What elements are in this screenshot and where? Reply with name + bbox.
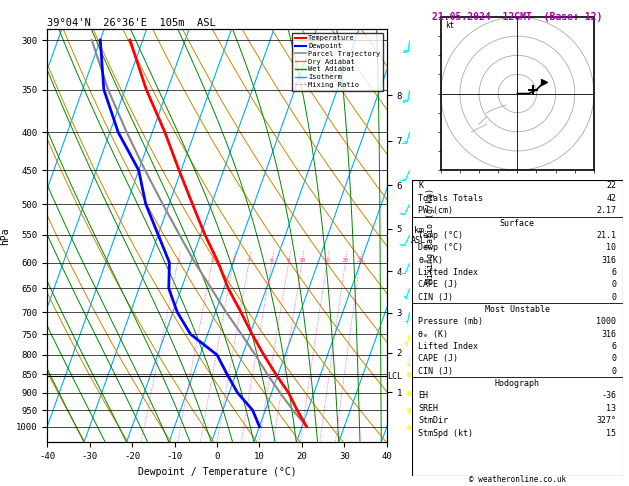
Text: CIN (J): CIN (J) — [418, 293, 454, 302]
Text: © weatheronline.co.uk: © weatheronline.co.uk — [469, 474, 566, 484]
Text: K: K — [418, 181, 423, 191]
Text: Hodograph: Hodograph — [495, 379, 540, 388]
Text: Totals Totals: Totals Totals — [418, 194, 483, 203]
Text: CAPE (J): CAPE (J) — [418, 280, 459, 289]
Text: 13: 13 — [606, 404, 616, 413]
Text: CIN (J): CIN (J) — [418, 367, 454, 376]
Y-axis label: hPa: hPa — [1, 227, 11, 244]
Text: 25: 25 — [356, 258, 364, 262]
Text: 2.17: 2.17 — [596, 206, 616, 215]
Text: kt: kt — [445, 21, 454, 31]
Text: 0: 0 — [611, 367, 616, 376]
Text: 327°: 327° — [596, 416, 616, 425]
Text: 42: 42 — [606, 194, 616, 203]
Text: 21.05.2024  12GMT  (Base: 12): 21.05.2024 12GMT (Base: 12) — [432, 12, 603, 22]
Text: 10: 10 — [606, 243, 616, 252]
Text: EH: EH — [418, 392, 428, 400]
Text: Surface: Surface — [500, 219, 535, 227]
Legend: Temperature, Dewpoint, Parcel Trajectory, Dry Adiabat, Wet Adiabat, Isotherm, Mi: Temperature, Dewpoint, Parcel Trajectory… — [292, 33, 383, 90]
Text: 2: 2 — [210, 258, 214, 262]
Text: 316: 316 — [601, 330, 616, 339]
Text: 15: 15 — [323, 258, 331, 262]
Text: Dewp (°C): Dewp (°C) — [418, 243, 464, 252]
X-axis label: Dewpoint / Temperature (°C): Dewpoint / Temperature (°C) — [138, 467, 296, 477]
Text: 3: 3 — [231, 258, 235, 262]
Text: 15: 15 — [606, 429, 616, 437]
Text: Most Unstable: Most Unstable — [485, 305, 550, 314]
Text: 1: 1 — [176, 258, 179, 262]
Text: 0: 0 — [611, 280, 616, 289]
Text: LCL: LCL — [387, 372, 402, 381]
Y-axis label: km
ASL: km ASL — [411, 226, 426, 245]
Text: 8: 8 — [287, 258, 291, 262]
Text: -36: -36 — [601, 392, 616, 400]
Text: StmDir: StmDir — [418, 416, 448, 425]
Text: 10: 10 — [298, 258, 306, 262]
Text: StmSpd (kt): StmSpd (kt) — [418, 429, 473, 437]
Text: 20: 20 — [342, 258, 349, 262]
Text: CAPE (J): CAPE (J) — [418, 354, 459, 364]
Text: Pressure (mb): Pressure (mb) — [418, 317, 483, 327]
Text: 22: 22 — [606, 181, 616, 191]
Text: θₑ (K): θₑ (K) — [418, 330, 448, 339]
Text: 21.1: 21.1 — [596, 231, 616, 240]
Text: 6: 6 — [611, 342, 616, 351]
Text: PW (cm): PW (cm) — [418, 206, 454, 215]
Text: 0: 0 — [611, 293, 616, 302]
Text: 4: 4 — [247, 258, 251, 262]
Text: 1000: 1000 — [596, 317, 616, 327]
Text: 6: 6 — [270, 258, 274, 262]
Text: 39°04'N  26°36'E  105m  ASL: 39°04'N 26°36'E 105m ASL — [47, 18, 216, 28]
Text: Lifted Index: Lifted Index — [418, 342, 478, 351]
Text: 0: 0 — [611, 354, 616, 364]
Text: 6: 6 — [611, 268, 616, 277]
Text: Lifted Index: Lifted Index — [418, 268, 478, 277]
Text: Mixing Ratio (g/kg): Mixing Ratio (g/kg) — [426, 188, 435, 283]
Text: SREH: SREH — [418, 404, 438, 413]
Text: Temp (°C): Temp (°C) — [418, 231, 464, 240]
Text: θₑ(K): θₑ(K) — [418, 256, 443, 264]
Text: 316: 316 — [601, 256, 616, 264]
